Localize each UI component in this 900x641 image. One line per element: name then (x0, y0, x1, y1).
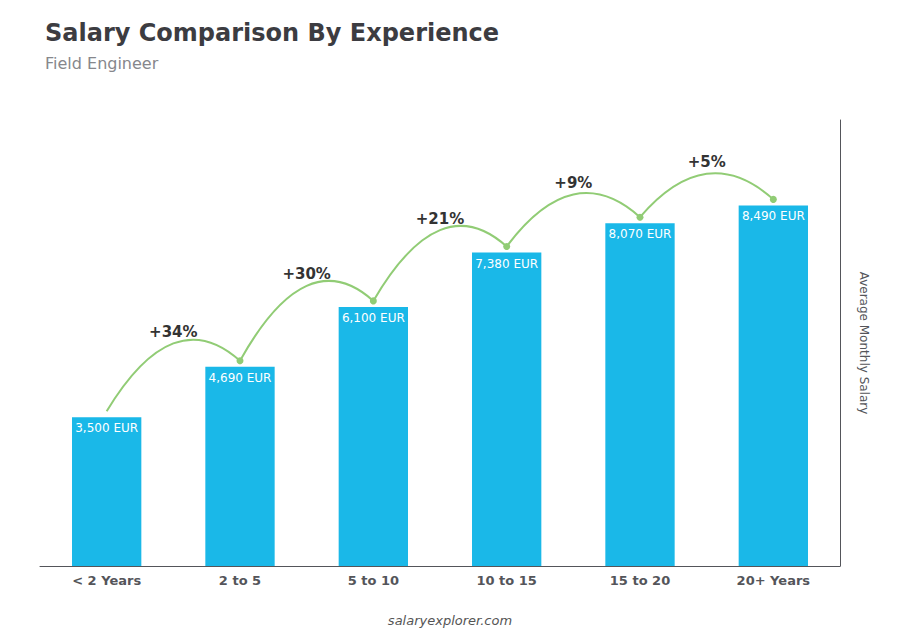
svg-text:Salary Comparison By Experienc: Salary Comparison By Experience (45, 19, 499, 47)
svg-text:Field Engineer: Field Engineer (45, 54, 159, 73)
svg-text:8,070 EUR: 8,070 EUR (609, 227, 672, 241)
svg-text:3,500 EUR: 3,500 EUR (75, 421, 138, 435)
svg-text:< 2 Years: < 2 Years (72, 573, 141, 588)
svg-text:+9%: +9% (554, 174, 592, 192)
svg-text:7,380 EUR: 7,380 EUR (475, 257, 538, 271)
svg-text:5 to 10: 5 to 10 (348, 573, 399, 588)
svg-text:salaryexplorer.com: salaryexplorer.com (388, 613, 512, 628)
svg-text:+34%: +34% (149, 323, 197, 341)
svg-text:10 to 15: 10 to 15 (476, 573, 536, 588)
svg-text:Average Monthly Salary: Average Monthly Salary (857, 272, 871, 415)
svg-text:20+ Years: 20+ Years (737, 573, 811, 588)
svg-text:8,490 EUR: 8,490 EUR (742, 209, 805, 223)
svg-text:+21%: +21% (416, 210, 464, 228)
svg-text:+5%: +5% (688, 153, 726, 171)
svg-text:6,100 EUR: 6,100 EUR (342, 311, 405, 325)
svg-text:15 to 20: 15 to 20 (610, 573, 670, 588)
svg-text:+30%: +30% (282, 265, 330, 283)
svg-text:2 to 5: 2 to 5 (219, 573, 261, 588)
svg-text:4,690 EUR: 4,690 EUR (209, 371, 272, 385)
